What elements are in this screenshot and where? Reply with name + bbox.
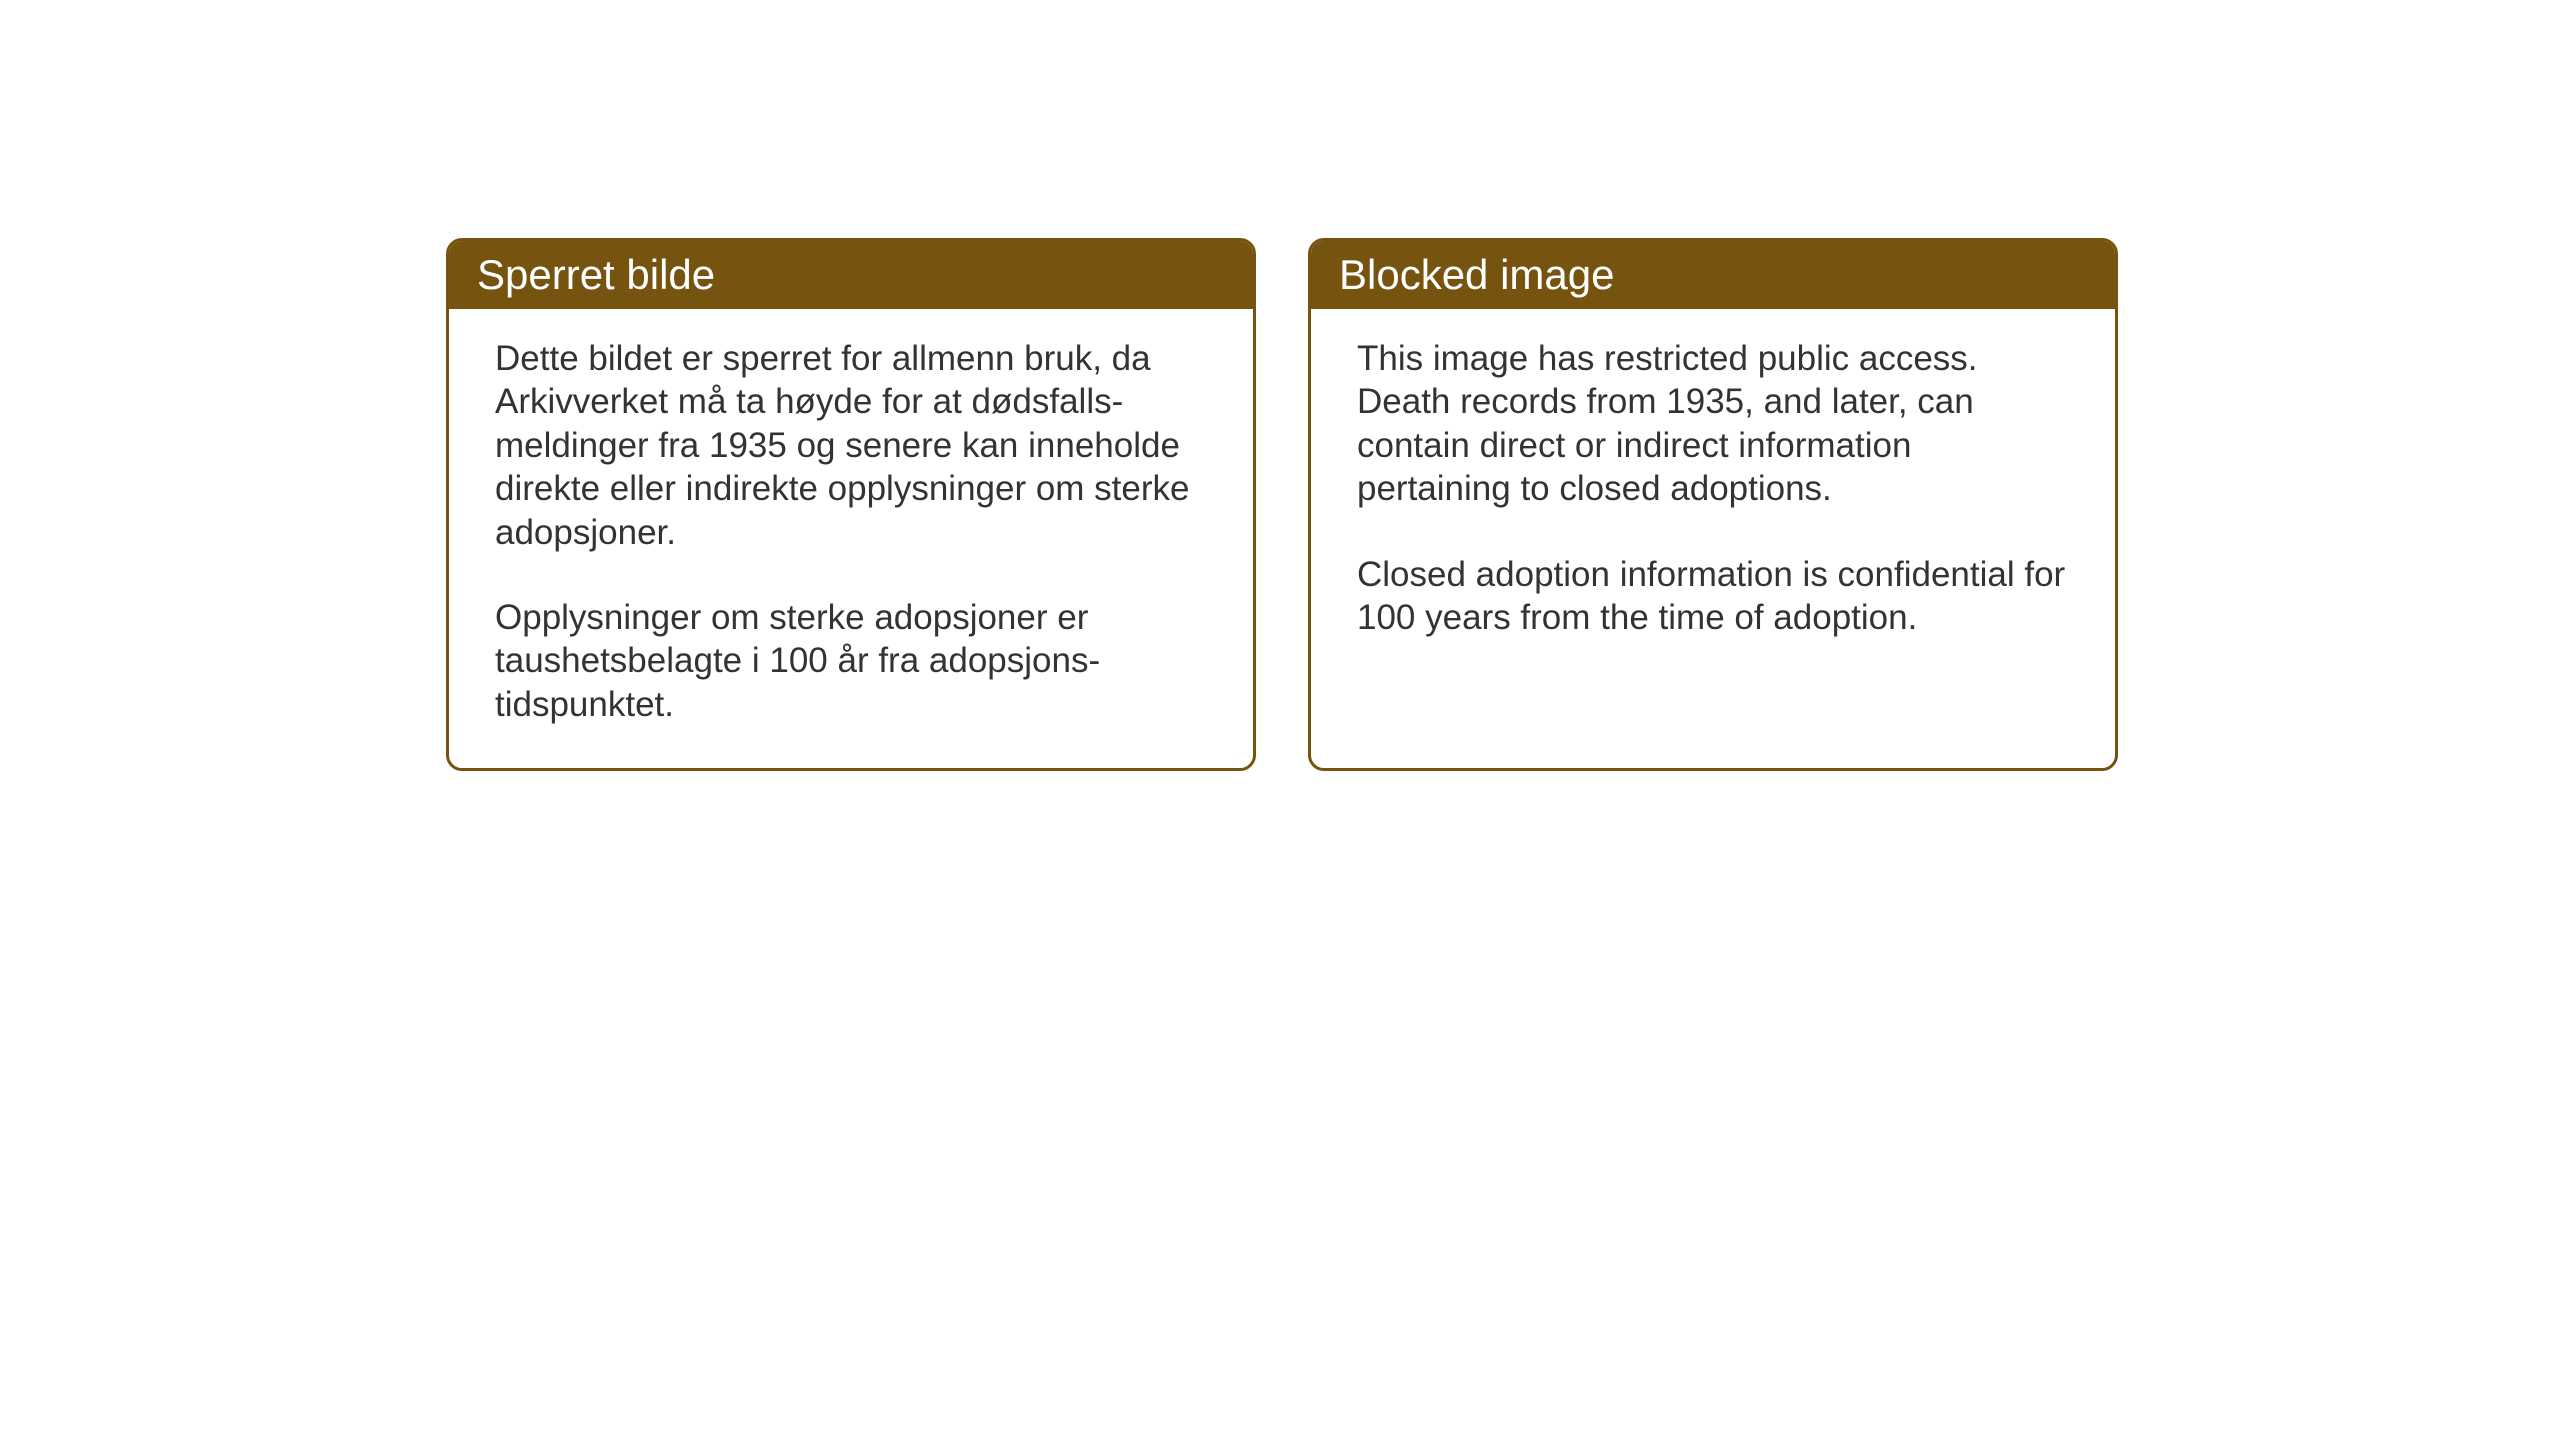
english-card-title: Blocked image xyxy=(1311,241,2115,309)
norwegian-notice-card: Sperret bilde Dette bildet er sperret fo… xyxy=(446,238,1256,771)
norwegian-card-body: Dette bildet er sperret for allmenn bruk… xyxy=(449,309,1253,768)
english-paragraph-2: Closed adoption information is confident… xyxy=(1357,553,2069,640)
english-paragraph-1: This image has restricted public access.… xyxy=(1357,337,2069,511)
norwegian-paragraph-2: Opplysninger om sterke adopsjoner er tau… xyxy=(495,596,1207,726)
english-card-body: This image has restricted public access.… xyxy=(1311,309,2115,681)
english-notice-card: Blocked image This image has restricted … xyxy=(1308,238,2118,771)
notice-container: Sperret bilde Dette bildet er sperret fo… xyxy=(446,238,2118,771)
norwegian-paragraph-1: Dette bildet er sperret for allmenn bruk… xyxy=(495,337,1207,554)
norwegian-card-title: Sperret bilde xyxy=(449,241,1253,309)
